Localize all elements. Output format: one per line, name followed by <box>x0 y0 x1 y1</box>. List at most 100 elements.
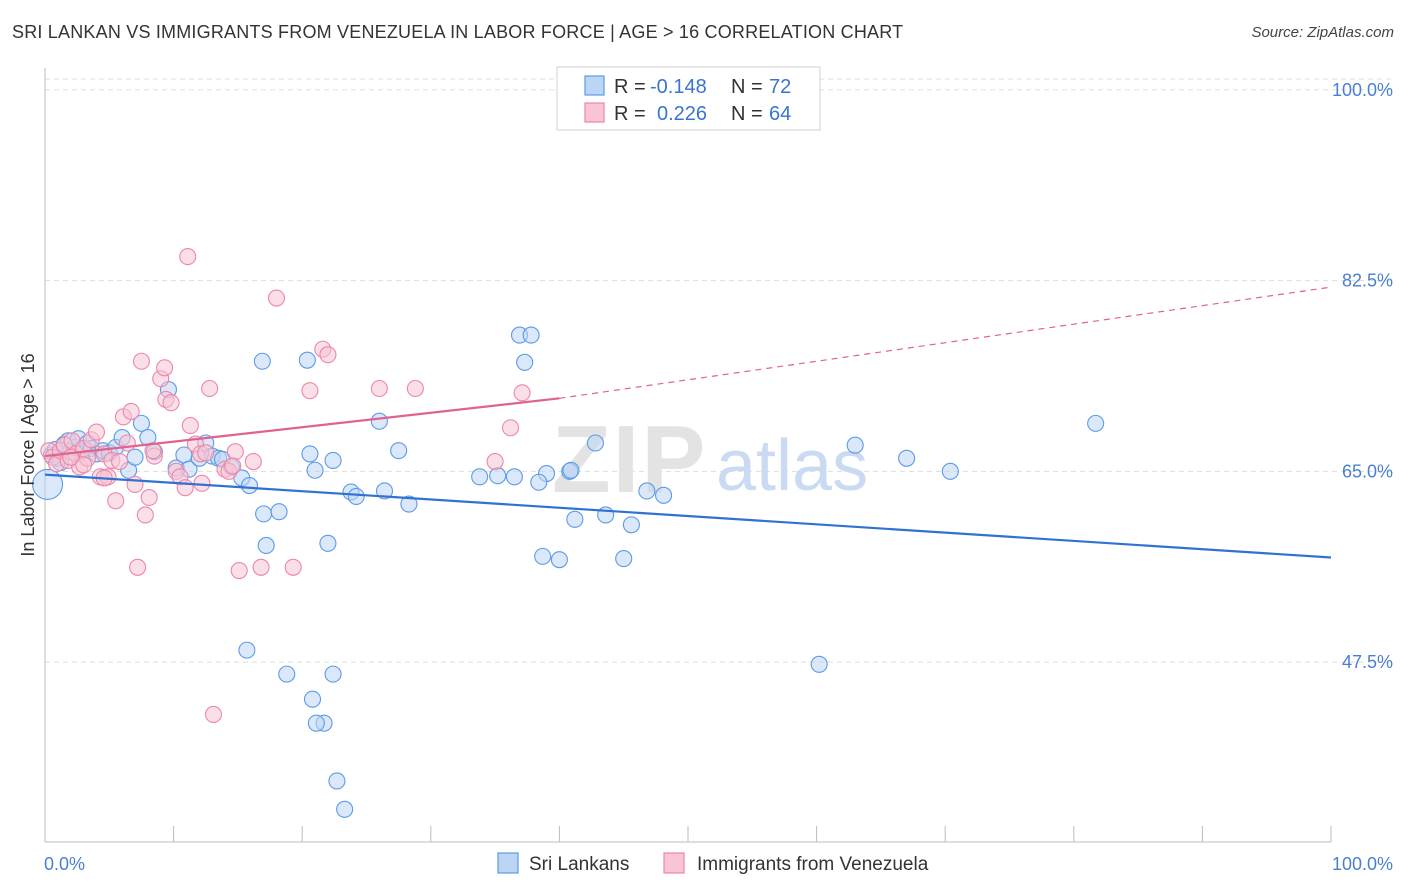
venezuela-point <box>126 475 144 493</box>
legend: R = -0.148 N = 72 R = 0.226 N = 64 <box>556 66 821 131</box>
sri-lankans-point <box>270 503 288 521</box>
venezuela-point <box>87 423 105 441</box>
sri-lankans-point <box>238 641 256 659</box>
bottom-legend-swatch-sri-lankans <box>497 852 519 874</box>
venezuela-point <box>129 558 147 576</box>
venezuela-point <box>226 443 244 461</box>
sri-lankans-point <box>898 449 916 467</box>
watermark-atlas: atlas <box>716 426 868 506</box>
trend-layer <box>44 286 1332 559</box>
sri-lankans-point <box>240 476 259 495</box>
venezuela-point <box>301 382 319 400</box>
sri-lankans-point <box>471 468 489 486</box>
venezuela-point <box>181 417 199 435</box>
chart-source: Source: ZipAtlas.com <box>1251 24 1394 41</box>
sri-lankans-point <box>126 448 144 466</box>
venezuela-point <box>406 379 424 398</box>
venezuela-point <box>122 402 140 420</box>
y-axis-title: In Labor Force | Age > 16 <box>18 353 38 556</box>
sri-lankans-point <box>132 414 150 432</box>
y-tick-label: 65.0% <box>1342 461 1393 481</box>
sri-lankans-trend-line <box>44 473 1332 559</box>
venezuela-trend-line <box>44 397 560 458</box>
venezuela-point <box>118 434 136 452</box>
sri-lankans-point <box>615 550 633 568</box>
venezuela-point <box>319 346 337 364</box>
sri-lankans-point <box>306 461 324 479</box>
venezuela-point <box>201 379 219 398</box>
sri-lankans-point <box>370 412 388 430</box>
sri-lankans-point <box>534 547 552 565</box>
y-tick-label: 100.0% <box>1332 80 1393 100</box>
venezuela-point <box>252 558 270 576</box>
venezuela-point <box>132 352 150 370</box>
sri-lankans-point <box>303 690 322 708</box>
venezuela-point <box>224 457 242 475</box>
sri-lankans-point <box>257 536 275 555</box>
legend-n-label-2: N = <box>731 103 763 125</box>
legend-r-value-1: -0.148 <box>650 76 707 98</box>
legend-n-label-1: N = <box>731 76 763 98</box>
bottom-legend-label-sri-lankans: Sri Lankans <box>529 854 629 875</box>
sri-lankans-point <box>400 495 418 513</box>
y-tick-label: 82.5% <box>1342 271 1393 291</box>
venezuela-point <box>179 248 197 266</box>
legend-n-value-1: 72 <box>769 76 791 98</box>
sri-lankans-point <box>319 534 337 552</box>
sri-lankans-point <box>32 468 64 500</box>
venezuela-point <box>501 419 520 437</box>
sri-lankans-point <box>810 655 828 673</box>
venezuela-point <box>284 558 302 576</box>
bottom-legend-label-venezuela: Immigrants from Venezuela <box>697 854 929 875</box>
venezuela-point <box>176 479 194 497</box>
venezuela-point <box>267 289 286 307</box>
sri-lankans-point <box>655 486 673 504</box>
sri-lankans-point <box>324 451 342 470</box>
sri-lankans-point <box>390 442 408 460</box>
sri-lankans-point <box>347 487 365 505</box>
legend-swatch-sri-lankans <box>584 75 605 96</box>
venezuela-point <box>370 379 388 398</box>
axis-layer: 47.5% 65.0% 82.5% 100.0% <box>44 68 1393 843</box>
legend-r-label-2: R = <box>614 103 646 125</box>
sri-lankans-point <box>516 353 534 371</box>
sri-lankans-point <box>307 714 325 732</box>
venezuela-point <box>230 562 248 580</box>
watermark-zip: ZIP <box>552 406 707 513</box>
grid-layer <box>45 78 1393 663</box>
points-layer <box>32 248 1105 818</box>
chart-title: SRI LANKAN VS IMMIGRANTS FROM VENEZUELA … <box>12 22 904 42</box>
legend-n-value-2: 64 <box>769 103 791 125</box>
venezuela-point <box>111 452 129 471</box>
sri-lankans-point <box>489 467 507 485</box>
y-tick-label: 47.5% <box>1342 652 1393 672</box>
sri-lankans-point <box>622 516 640 534</box>
venezuela-point <box>156 359 174 377</box>
sri-lankans-point <box>530 473 548 491</box>
venezuela-point <box>136 506 154 524</box>
bottom-legend: Sri Lankans Immigrants from Venezuela <box>497 852 929 875</box>
venezuela-point <box>144 442 162 460</box>
sri-lankans-point <box>846 436 864 454</box>
x-tick-label-max: 100.0% <box>1332 854 1393 874</box>
sri-lankans-point <box>324 665 342 683</box>
sri-lankans-point <box>1087 414 1105 432</box>
sri-lankans-point <box>522 326 540 344</box>
sri-lankans-point <box>566 510 584 528</box>
sri-lankans-point <box>586 434 604 452</box>
sri-lankans-point <box>941 462 959 480</box>
sri-lankans-point <box>638 482 656 500</box>
sri-lankans-point <box>550 551 568 569</box>
venezuela-point <box>162 394 180 412</box>
venezuela-point <box>486 452 504 471</box>
sri-lankans-point <box>253 352 271 370</box>
sri-lankans-point <box>336 800 354 818</box>
legend-r-value-2: 0.226 <box>657 103 707 125</box>
sri-lankans-point <box>301 445 319 463</box>
x-tick-label-min: 0.0% <box>44 854 85 874</box>
sri-lankans-point <box>505 468 523 486</box>
sri-lankans-point <box>298 351 316 369</box>
sri-lankans-point <box>255 505 273 523</box>
venezuela-point <box>140 488 158 507</box>
